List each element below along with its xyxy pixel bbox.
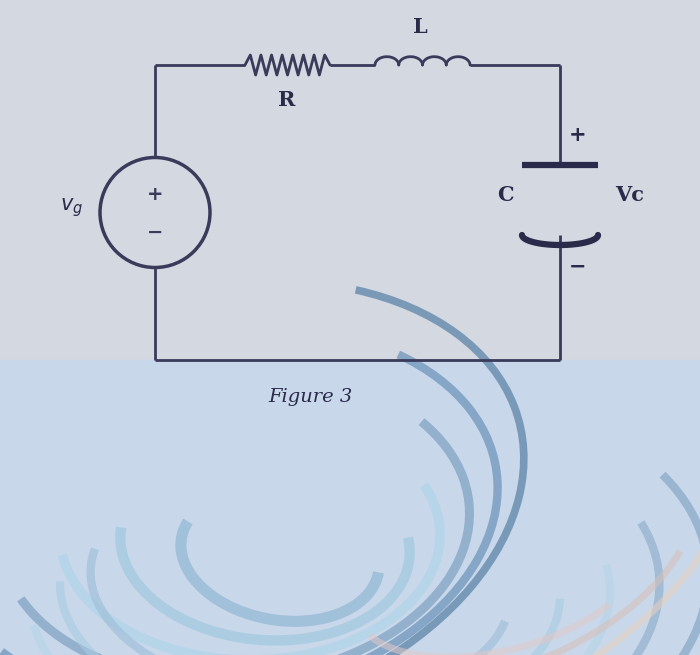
Text: +: + xyxy=(147,185,163,204)
Text: +: + xyxy=(569,125,587,145)
Text: $v_g$: $v_g$ xyxy=(60,196,83,219)
Bar xyxy=(0,360,700,655)
Text: Figure 3: Figure 3 xyxy=(268,388,352,406)
Text: R: R xyxy=(279,90,295,110)
Text: −: − xyxy=(569,257,587,277)
Text: C: C xyxy=(497,185,513,205)
Text: L: L xyxy=(412,17,428,37)
Text: −: − xyxy=(147,223,163,242)
Text: Vc: Vc xyxy=(615,185,644,205)
